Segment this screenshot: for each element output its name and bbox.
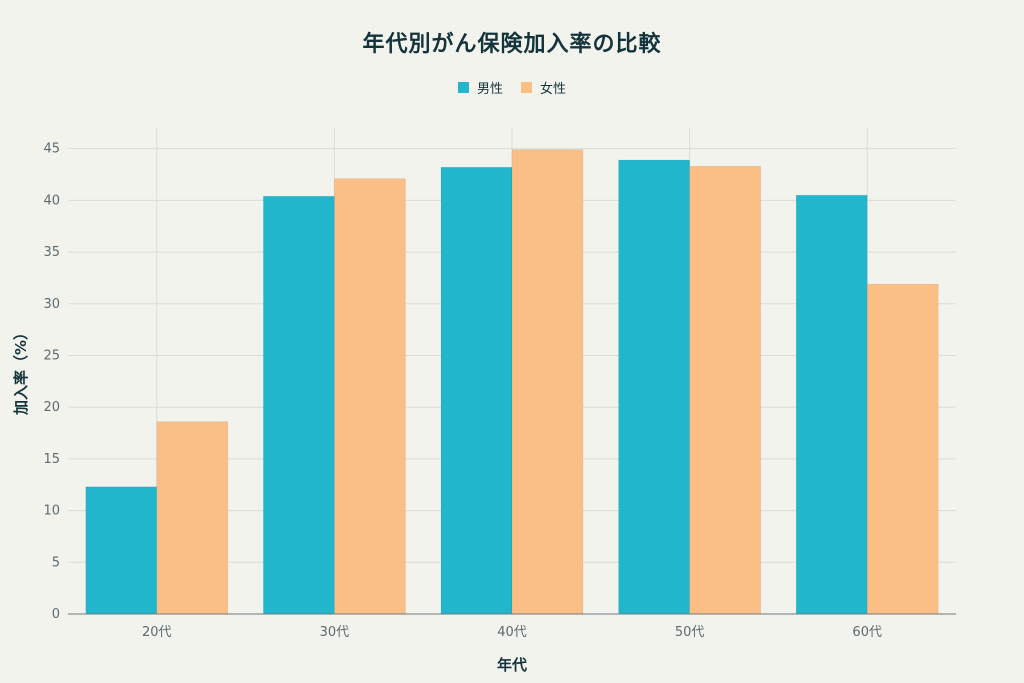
x-axis-title: 年代 <box>497 656 527 674</box>
x-tick-label: 20代 <box>142 625 172 640</box>
legend-item-female[interactable]: 女性 <box>521 78 566 97</box>
y-tick-label: 25 <box>43 348 60 363</box>
x-tick-label: 60代 <box>852 625 882 640</box>
bar-female-30代 <box>334 178 406 615</box>
bar-male-50代 <box>618 159 690 615</box>
bar-female-20代 <box>156 421 229 615</box>
bar-male-40代 <box>440 167 513 615</box>
y-tick-label: 40 <box>43 193 60 208</box>
bar-female-50代 <box>689 166 761 615</box>
y-tick-label: 30 <box>43 297 60 312</box>
y-tick-label: 20 <box>43 400 60 415</box>
bar-male-20代 <box>85 486 158 615</box>
y-tick-label: 35 <box>43 245 60 260</box>
bar-female-60代 <box>866 283 939 615</box>
y-axis-title: 加入率（%） <box>12 325 30 416</box>
bar-female-40代 <box>511 149 584 615</box>
y-tick-label: 5 <box>52 555 60 570</box>
y-tick-label: 15 <box>43 452 60 467</box>
bar-male-30代 <box>263 195 335 615</box>
chart-title: 年代別がん保険加入率の比較 <box>362 32 662 57</box>
legend-label-female: 女性 <box>540 82 567 97</box>
legend: 男性 女性 <box>0 78 1024 97</box>
legend-swatch-female <box>521 82 532 93</box>
y-tick-label: 0 <box>52 607 60 622</box>
x-tick-label: 30代 <box>320 625 350 640</box>
y-tick-label: 45 <box>43 142 60 157</box>
y-tick-label: 10 <box>43 504 60 519</box>
legend-label-male: 男性 <box>476 82 503 97</box>
legend-item-male[interactable]: 男性 <box>457 78 503 97</box>
x-tick-label: 40代 <box>497 625 527 640</box>
bar-male-60代 <box>795 194 868 615</box>
x-tick-label: 50代 <box>675 625 705 640</box>
legend-swatch-male <box>457 82 469 93</box>
